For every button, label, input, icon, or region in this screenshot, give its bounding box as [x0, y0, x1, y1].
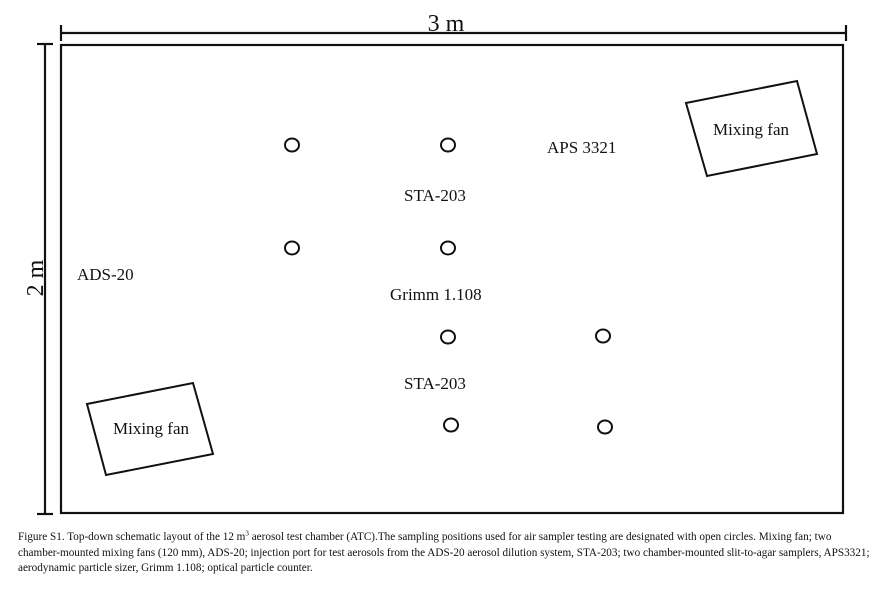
- sampling-position-circle: [440, 240, 456, 256]
- figure-caption: Figure S1. Top-down schematic layout of …: [18, 530, 876, 577]
- width-dimension: [59, 25, 848, 41]
- sampling-position-circle: [284, 240, 300, 256]
- chamber-outline: [59, 43, 845, 515]
- sampling-position-circle: [440, 137, 456, 153]
- mixing-fan-label: Mixing fan: [713, 120, 790, 139]
- sampling-position-circle: [595, 328, 611, 344]
- mixing-fan-top-right: Mixing fan: [684, 79, 819, 178]
- height-label: 2 m: [23, 259, 49, 296]
- caption-part1: Figure S1. Top-down schematic layout of …: [18, 531, 246, 543]
- mixing-fan-bottom-left: Mixing fan: [85, 381, 215, 477]
- sampling-position-circle: [284, 137, 300, 153]
- chamber-diagram: 3 m 2 m Mixing fan Mixing fan APS 3321 S…: [23, 11, 848, 516]
- sampling-position-circle: [440, 329, 456, 345]
- sampling-positions: [284, 137, 613, 435]
- caption-part2: aerosol test chamber (ATC).The sampling …: [18, 531, 870, 574]
- sampling-position-circle: [443, 417, 459, 433]
- height-dimension: [37, 42, 53, 516]
- width-label: 3 m: [428, 11, 465, 37]
- sta-bottom-label: STA-203: [404, 374, 466, 393]
- aps-label: APS 3321: [547, 138, 616, 157]
- mixing-fan-label: Mixing fan: [113, 419, 190, 438]
- grimm-label: Grimm 1.108: [390, 285, 482, 304]
- caption-superscript: 3: [245, 529, 249, 538]
- sta-top-label: STA-203: [404, 186, 466, 205]
- ads-label: ADS-20: [77, 265, 134, 284]
- sampling-position-circle: [597, 419, 613, 435]
